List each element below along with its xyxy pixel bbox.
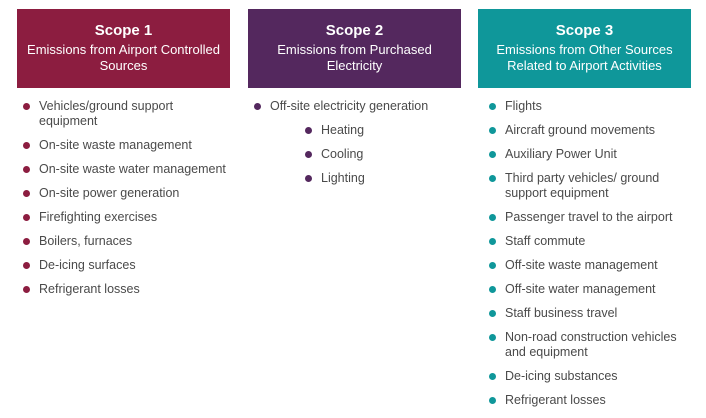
list-item: De-icing substances	[489, 369, 691, 384]
list-item: Firefighting exercises	[23, 210, 230, 225]
list-item-label: Firefighting exercises	[39, 210, 158, 224]
list-item-label: Off-site waste management	[505, 258, 658, 272]
list-item-label: Aircraft ground movements	[505, 123, 656, 137]
list-item-label: Staff business travel	[505, 306, 618, 320]
list-item: Aircraft ground movements	[489, 123, 691, 138]
list-item-label: Boilers, furnaces	[39, 234, 133, 248]
scope-2-subtitle: Emissions from Purchased Electricity	[277, 42, 432, 73]
list-item-label: Non-road construction vehicles and equip…	[505, 330, 677, 359]
bullet-dot-icon	[23, 190, 30, 197]
scope-3-title: Scope 3	[555, 22, 614, 39]
list-item-label: Staff commute	[505, 234, 586, 248]
bullet-dot-icon	[305, 151, 312, 158]
bullet-dot-icon	[23, 103, 30, 110]
list-item-label: De-icing surfaces	[39, 258, 136, 272]
list-item-label: On-site waste water management	[39, 162, 226, 176]
list-item: Refrigerant losses	[489, 393, 691, 408]
bullet-dot-icon	[489, 103, 496, 110]
list-item-label: Third party vehicles/ ground support equ…	[505, 171, 660, 200]
bullet-dot-icon	[489, 238, 496, 245]
bullet-dot-icon	[23, 238, 30, 245]
bullet-dot-icon	[23, 214, 30, 221]
list-item-label: Off-site electricity generation	[270, 99, 429, 113]
scope-2-title: Scope 2	[325, 22, 384, 39]
list-item-label: Refrigerant losses	[39, 282, 140, 296]
list-item-label: Cooling	[321, 147, 364, 161]
list-item-label: Passenger travel to the airport	[505, 210, 673, 224]
bullet-dot-icon	[489, 127, 496, 134]
bullet-dot-icon	[23, 142, 30, 149]
list-item: Refrigerant losses	[23, 282, 230, 297]
scope-1-header: Scope 1 Emissions from Airport Controlle…	[17, 9, 230, 88]
list-item: Lighting	[305, 171, 461, 186]
list-item-label: Vehicles/ground support equipment	[39, 99, 174, 128]
list-item-label: De-icing substances	[505, 369, 618, 383]
list-item: De-icing surfaces	[23, 258, 230, 273]
list-item: Heating	[305, 123, 461, 138]
list-item: On-site power generation	[23, 186, 230, 201]
bullet-dot-icon	[489, 334, 496, 341]
bullet-dot-icon	[23, 262, 30, 269]
scope-2-column: Scope 2 Emissions from Purchased Electri…	[248, 9, 461, 195]
bullet-dot-icon	[489, 214, 496, 221]
scope-3-list: Flights Aircraft ground movements Auxiliar…	[489, 99, 691, 408]
scope-3-subtitle: Emissions from Other Sources Related to …	[496, 42, 673, 73]
bullet-dot-icon	[23, 166, 30, 173]
list-item-label: Auxiliary Power Unit	[505, 147, 617, 161]
list-item: Non-road construction vehicles and equip…	[489, 330, 691, 360]
list-item-label: On-site waste management	[39, 138, 192, 152]
list-item: Flights	[489, 99, 691, 114]
list-item: Staff commute	[489, 234, 691, 249]
list-item-label: Heating	[321, 123, 365, 137]
scope-3-header: Scope 3 Emissions from Other Sources Rel…	[478, 9, 691, 88]
bullet-dot-icon	[305, 127, 312, 134]
list-item: Staff business travel	[489, 306, 691, 321]
bullet-dot-icon	[489, 373, 496, 380]
bullet-dot-icon	[254, 103, 261, 110]
list-item: Auxiliary Power Unit	[489, 147, 691, 162]
list-item-label: Refrigerant losses	[505, 393, 606, 407]
list-item: Third party vehicles/ ground support equ…	[489, 171, 691, 201]
list-item-label: Flights	[505, 99, 542, 113]
list-item: Cooling	[305, 147, 461, 162]
list-item: Off-site waste management	[489, 258, 691, 273]
bullet-dot-icon	[305, 175, 312, 182]
scope-2-list: Off-site electricity generation Heating Co…	[254, 99, 461, 186]
list-item-label: Lighting	[321, 171, 365, 185]
bullet-dot-icon	[489, 262, 496, 269]
list-item: On-site waste water management	[23, 162, 230, 177]
scope-1-column: Scope 1 Emissions from Airport Controlle…	[17, 9, 230, 306]
list-item-label: On-site power generation	[39, 186, 180, 200]
bullet-dot-icon	[23, 286, 30, 293]
list-item: Vehicles/ground support equipment	[23, 99, 230, 129]
bullet-dot-icon	[489, 397, 496, 404]
bullet-dot-icon	[489, 310, 496, 317]
list-item: On-site waste management	[23, 138, 230, 153]
list-item: Off-site water management	[489, 282, 691, 297]
list-item: Passenger travel to the airport	[489, 210, 691, 225]
bullet-dot-icon	[489, 175, 496, 182]
bullet-dot-icon	[489, 286, 496, 293]
scope-2-header: Scope 2 Emissions from Purchased Electri…	[248, 9, 461, 88]
scope-1-title: Scope 1	[94, 22, 153, 39]
scope-3-column: Scope 3 Emissions from Other Sources Rel…	[478, 9, 691, 417]
list-item: Boilers, furnaces	[23, 234, 230, 249]
bullet-dot-icon	[489, 151, 496, 158]
list-item-label: Off-site water management	[505, 282, 656, 296]
scope-1-list: Vehicles/ground support equipment On-site…	[23, 99, 230, 297]
scope-1-subtitle: Emissions from Airport Controlled Source…	[27, 42, 220, 73]
list-item: Off-site electricity generation	[254, 99, 461, 114]
